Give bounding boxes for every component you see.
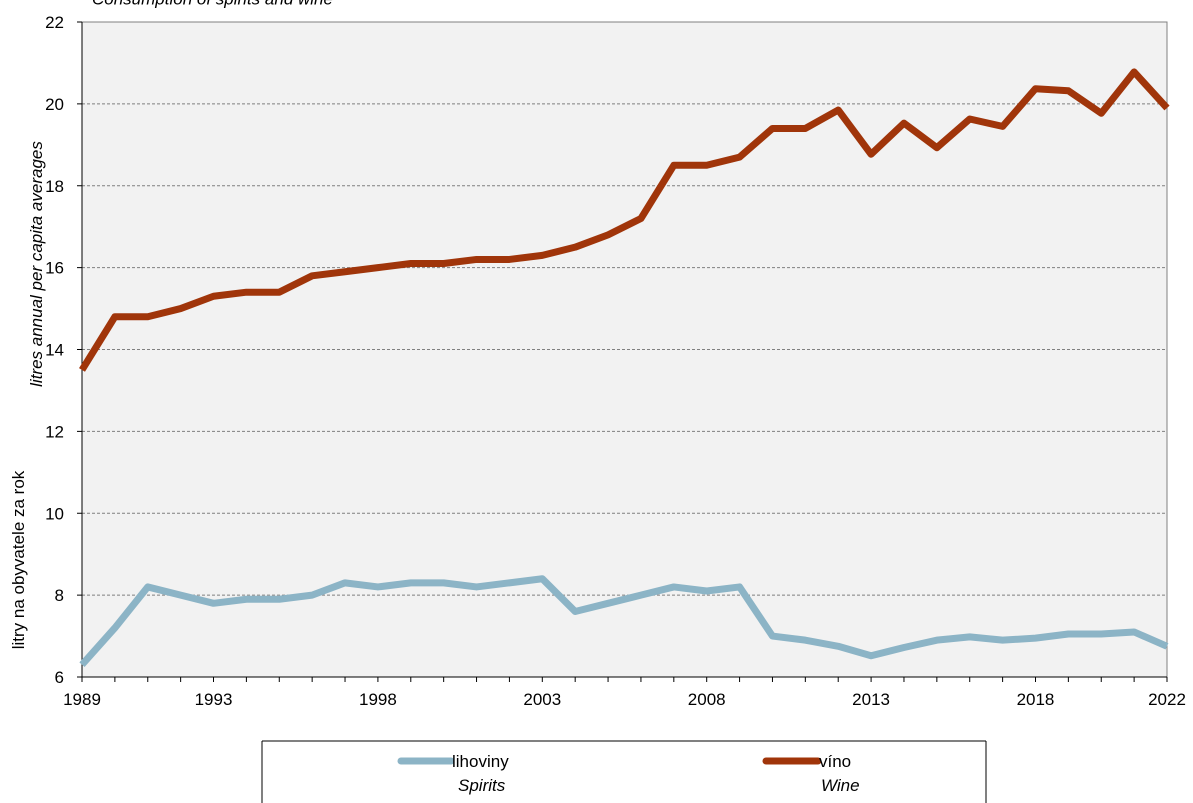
y-axis-label-secondary: litry na obyvatele za rok	[9, 470, 28, 649]
y-tick-label-8: 8	[55, 586, 64, 605]
series-lines	[79, 68, 1170, 668]
y-tick-label-20: 20	[45, 95, 64, 114]
gridlines	[82, 103, 1167, 596]
x-tick-labels: 1989 1993 1998 2003 2008 2013 2018 2022	[63, 690, 1186, 709]
series-line-spirits	[79, 575, 1169, 668]
x-tick-label-1993: 1993	[195, 690, 233, 709]
legend: lihoviny Spirits víno Wine	[261, 740, 987, 803]
x-tick-label-2018: 2018	[1017, 690, 1055, 709]
y-tick-label-14: 14	[45, 341, 64, 360]
x-tick-label-2022: 2022	[1148, 690, 1186, 709]
series-line-wine	[79, 68, 1170, 372]
legend-label-wine: víno	[819, 752, 851, 771]
y-tick-label-18: 18	[45, 177, 64, 196]
x-tick-label-2008: 2008	[688, 690, 726, 709]
y-tick-label-6: 6	[55, 668, 64, 687]
x-tick-label-2003: 2003	[523, 690, 561, 709]
chart-title: Consumption of spirits and wine	[92, 0, 333, 8]
x-tick-label-1989: 1989	[63, 690, 101, 709]
legend-label-spirits: lihoviny	[452, 752, 509, 771]
x-tick-label-2013: 2013	[852, 690, 890, 709]
axes	[77, 21, 1168, 682]
y-tick-label-12: 12	[45, 422, 64, 441]
y-tick-labels: 6 8 10 12 14 16 18 20 22	[45, 13, 64, 687]
legend-label-spirits-en: Spirits	[458, 776, 506, 795]
x-tick-label-1998: 1998	[359, 690, 397, 709]
legend-label-wine-en: Wine	[821, 776, 860, 795]
y-tick-label-10: 10	[45, 504, 64, 523]
y-tick-label-16: 16	[45, 259, 64, 278]
y-axis-label: litres annual per capita averages	[27, 141, 46, 387]
y-tick-label-22: 22	[45, 13, 64, 32]
